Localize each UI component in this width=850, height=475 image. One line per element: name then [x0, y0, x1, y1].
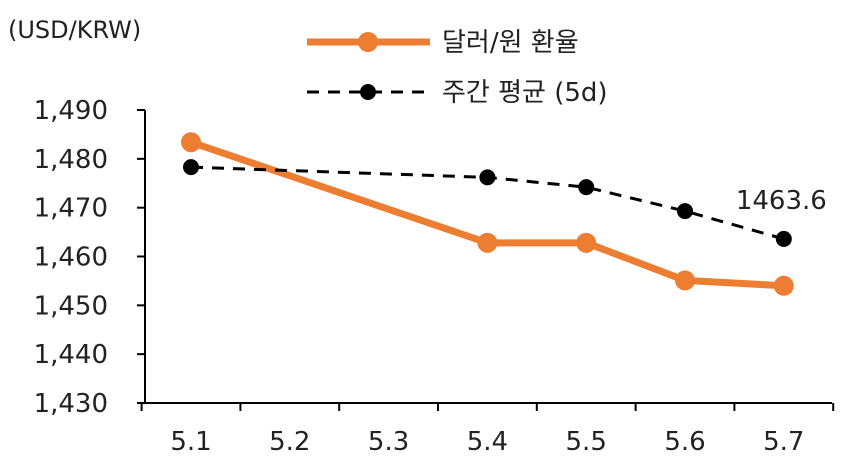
- data-point: [578, 179, 595, 196]
- x-tick-label: 5.1: [170, 427, 211, 457]
- y-tick-label: 1,450: [34, 291, 108, 321]
- data-point: [183, 159, 199, 176]
- axes: 1,430 1,440 1,450 1,460 1,470 1,480 1,490 5.1 5.…: [34, 96, 835, 457]
- x-tick-label: 5.6: [664, 427, 705, 457]
- data-point: [181, 132, 201, 153]
- y-tick-label: 1,460: [34, 243, 108, 273]
- y-tick-label: 1,490: [34, 96, 108, 126]
- data-point: [576, 232, 597, 253]
- x-tick-label: 5.3: [368, 427, 409, 457]
- legend-label: 달러/원 환율: [442, 28, 579, 58]
- series-line-1: [190, 165, 785, 241]
- x-tick-label: 5.2: [269, 427, 310, 457]
- data-point: [675, 270, 695, 291]
- data-point: [477, 232, 498, 253]
- data-point: [677, 203, 693, 220]
- plot-area: 1463.6: [181, 132, 827, 296]
- legend-marker: [360, 84, 376, 100]
- data-point: [773, 275, 794, 296]
- data-point: [775, 230, 792, 247]
- y-tick-label: 1,440: [34, 340, 108, 370]
- y-tick-label: 1,480: [34, 145, 108, 175]
- x-tick-label: 5.7: [763, 427, 804, 457]
- data-label: 1463.6: [736, 186, 827, 216]
- x-tick-label: 5.4: [467, 427, 508, 457]
- legend-label: 주간 평균 (5d): [442, 78, 608, 108]
- data-point: [479, 169, 496, 186]
- y-tick-label: 1,430: [34, 389, 108, 419]
- x-tick-label: 5.5: [566, 427, 607, 457]
- y-unit-label: (USD/KRW): [8, 16, 141, 44]
- legend-marker: [358, 32, 378, 52]
- y-tick-label: 1,470: [34, 194, 108, 224]
